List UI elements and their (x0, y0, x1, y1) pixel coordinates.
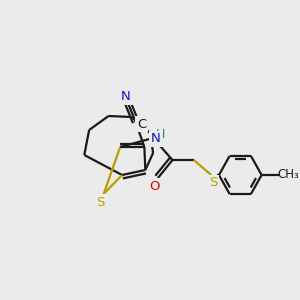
Text: C: C (137, 118, 146, 130)
Text: O: O (149, 179, 159, 193)
Text: S: S (97, 196, 105, 208)
Text: H: H (156, 128, 166, 140)
Text: S: S (209, 176, 217, 190)
Text: N: N (151, 133, 161, 146)
Text: CH₃: CH₃ (278, 169, 300, 182)
Text: N: N (121, 91, 131, 103)
